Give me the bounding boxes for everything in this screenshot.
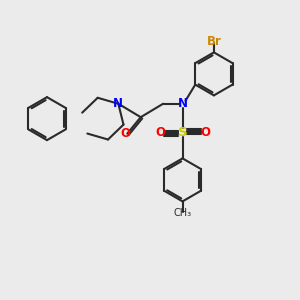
Text: N: N: [113, 97, 123, 110]
Text: Br: Br: [207, 34, 222, 47]
Text: CH₃: CH₃: [173, 208, 192, 218]
Text: O: O: [155, 126, 165, 139]
Text: N: N: [178, 97, 188, 110]
Text: O: O: [200, 126, 210, 139]
Text: O: O: [121, 127, 131, 140]
Text: S: S: [178, 126, 187, 139]
